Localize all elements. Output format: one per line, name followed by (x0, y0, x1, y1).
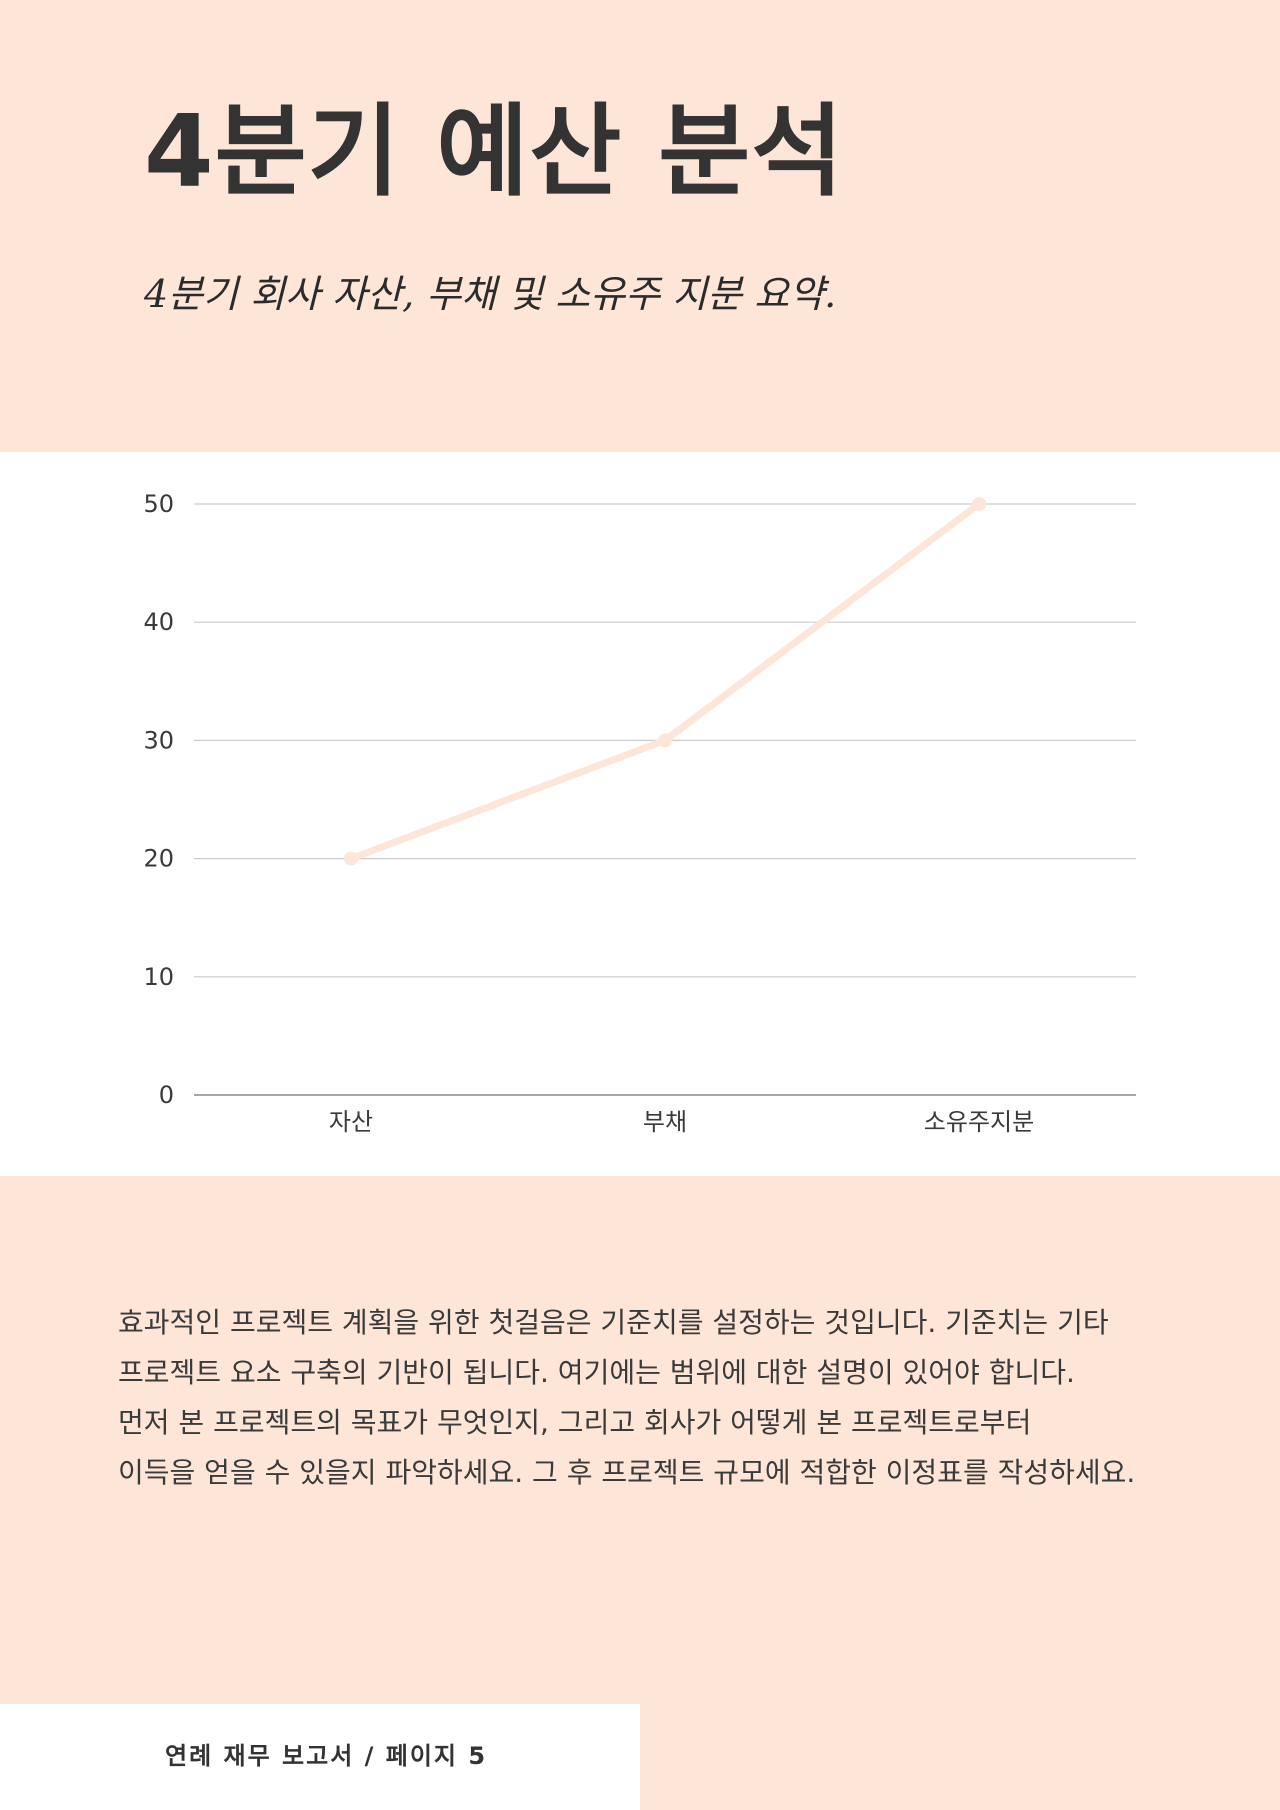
x-tick-label: 소유주지분 (924, 1108, 1034, 1136)
y-tick-label: 30 (143, 726, 174, 754)
page-subtitle: 4분기 회사 자산, 부채 및 소유주 지분 요약. (144, 272, 837, 316)
x-tick-label: 자산 (329, 1108, 373, 1136)
data-point (972, 497, 986, 511)
header-band: 4분기 예산 분석 4분기 회사 자산, 부채 및 소유주 지분 요약. (0, 0, 1280, 452)
y-tick-label: 40 (143, 608, 174, 636)
y-tick-label: 20 (143, 845, 174, 873)
y-tick-label: 0 (159, 1081, 174, 1109)
data-point (344, 851, 358, 866)
footer: 연례 재무 보고서 / 페이지 5 (0, 1704, 640, 1810)
y-tick-label: 50 (143, 490, 174, 518)
x-tick-label: 부채 (643, 1108, 687, 1136)
line-chart: 0 10 20 30 40 50 자산 부채 소유주지분 (0, 452, 1280, 1176)
series-line (347, 500, 983, 863)
description-band: 효과적인 프로젝트 계획을 위한 첫걸음은 기준치를 설정하는 것입니다. 기준… (0, 1176, 1280, 1810)
data-point (658, 733, 672, 748)
chart-canvas: 0 10 20 30 40 50 자산 부채 소유주지분 (143, 490, 1136, 1136)
y-tick-label: 10 (143, 963, 174, 991)
description-text: 효과적인 프로젝트 계획을 위한 첫걸음은 기준치를 설정하는 것입니다. 기준… (118, 1306, 1136, 1489)
footer-label: 연례 재무 보고서 / 페이지 5 (165, 1742, 488, 1770)
page-title: 4분기 예산 분석 (144, 93, 845, 210)
